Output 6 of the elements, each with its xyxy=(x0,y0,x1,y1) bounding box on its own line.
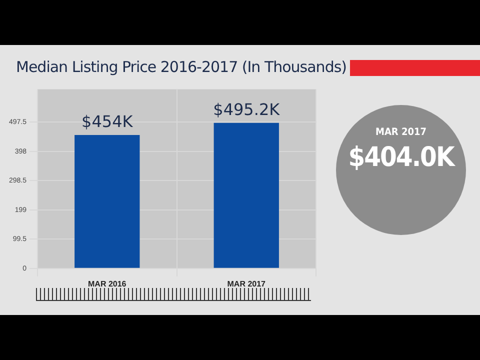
text: MAR 2017 xyxy=(374,127,428,138)
chart-title: Median Listing Price 2016-2017 (In Thousands) xyxy=(16,58,347,76)
text: $404.0K xyxy=(347,142,456,173)
data-label: $454K xyxy=(82,112,134,132)
data-label: $495.2K xyxy=(213,100,280,120)
x-tick-label: MAR 2016 xyxy=(88,279,127,288)
